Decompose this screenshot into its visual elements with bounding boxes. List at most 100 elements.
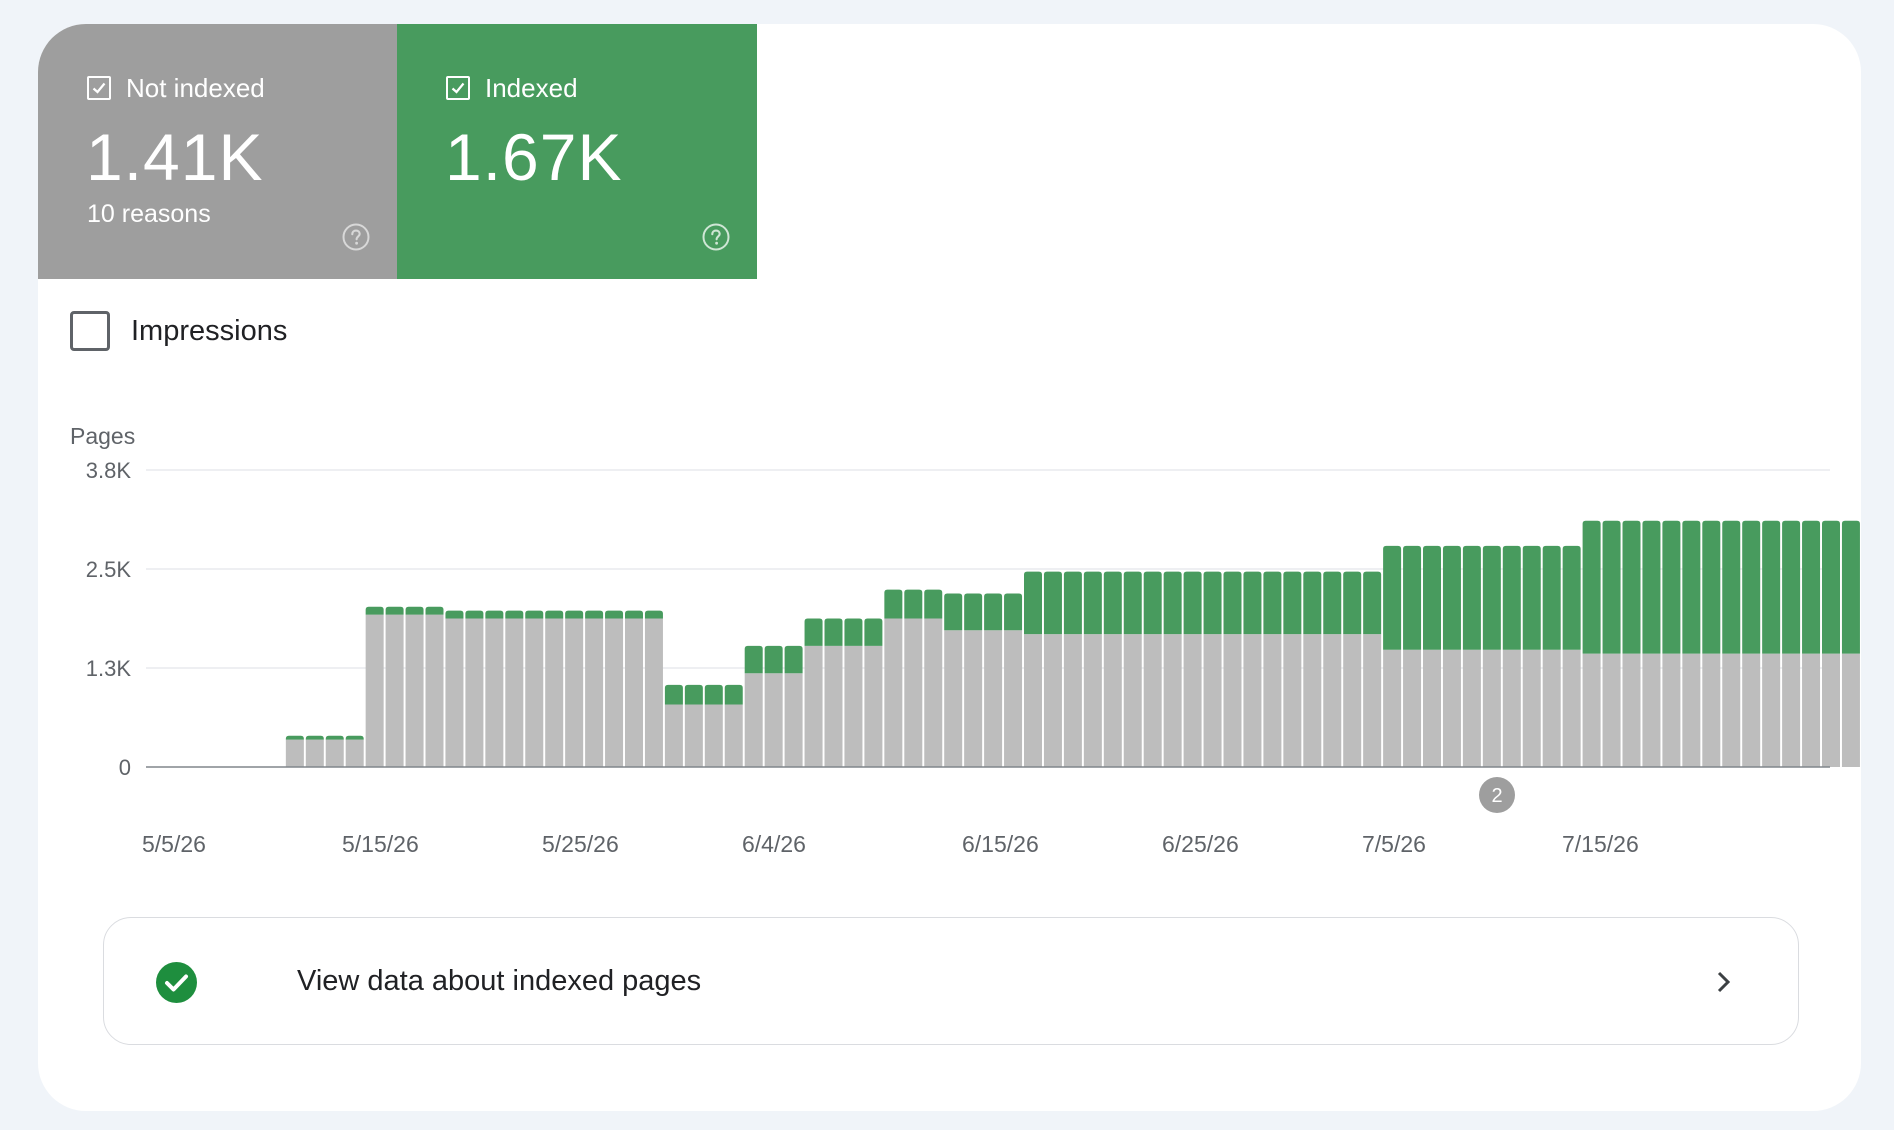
y-axis-label: Pages: [70, 423, 135, 449]
x-tick-label: 7/5/26: [1362, 831, 1426, 857]
bar-indexed: [984, 593, 1003, 631]
bar-indexed: [1103, 571, 1122, 635]
bar-indexed: [824, 618, 843, 646]
x-tick-label: 6/25/26: [1162, 831, 1239, 857]
x-tick-label: 5/15/26: [342, 831, 419, 857]
bar-not-indexed: [1203, 634, 1222, 767]
bar-not-indexed: [1642, 653, 1661, 767]
bar-not-indexed: [924, 618, 943, 767]
bar-indexed: [1303, 571, 1322, 635]
bar-not-indexed: [1562, 649, 1581, 767]
bar-not-indexed: [964, 630, 983, 767]
bar-not-indexed: [445, 618, 464, 767]
bar-not-indexed: [704, 704, 723, 767]
bar-not-indexed: [1263, 634, 1282, 767]
bar-not-indexed: [1542, 649, 1561, 767]
bar-not-indexed: [345, 739, 364, 767]
impressions-label: Impressions: [131, 315, 288, 347]
bar-indexed: [1582, 520, 1601, 654]
bar-indexed: [1742, 520, 1761, 654]
bar-not-indexed: [1163, 634, 1182, 767]
bar-indexed: [565, 610, 584, 619]
bar-indexed: [485, 610, 504, 619]
bar-indexed: [1223, 571, 1242, 635]
help-icon[interactable]: [701, 222, 731, 252]
bar-indexed: [1682, 520, 1701, 654]
bar-not-indexed: [1602, 653, 1621, 767]
bar-not-indexed: [1841, 653, 1860, 767]
bar-indexed: [285, 735, 304, 740]
x-tick-label: 6/4/26: [742, 831, 806, 857]
chart-svg: Pages 0 1.3K 2.5K 3.8K 5/5/26 5/15/26 5/25/26 6/…: [70, 423, 1860, 857]
bar-not-indexed: [984, 630, 1003, 767]
checkmark-icon: [451, 82, 465, 94]
bar-indexed: [884, 589, 903, 619]
bar-not-indexed: [1063, 634, 1082, 767]
bar-indexed: [585, 610, 604, 619]
indexed-label: Indexed: [485, 73, 578, 103]
bar-not-indexed: [545, 618, 564, 767]
bar-not-indexed: [1742, 653, 1761, 767]
bar-indexed: [1722, 520, 1741, 654]
bar-not-indexed: [1323, 634, 1342, 767]
bar-indexed: [1462, 545, 1481, 650]
bar-not-indexed: [1383, 649, 1402, 767]
bar-indexed: [924, 589, 943, 619]
bar-indexed: [1542, 545, 1561, 650]
y-tick-label: 3.8K: [86, 458, 132, 483]
bar-not-indexed: [724, 704, 743, 767]
bar-indexed: [1243, 571, 1262, 635]
bar-indexed: [1602, 520, 1621, 654]
bar-indexed: [1343, 571, 1362, 635]
bar-not-indexed: [605, 618, 624, 767]
view-indexed-pages-button[interactable]: View data about indexed pages: [103, 917, 1799, 1045]
bar-indexed: [1163, 571, 1182, 635]
bar-indexed: [784, 645, 803, 674]
bar-indexed: [1662, 520, 1681, 654]
help-icon[interactable]: [341, 222, 371, 252]
x-tick-label: 7/15/26: [1562, 831, 1639, 857]
bar-not-indexed: [1024, 634, 1042, 767]
pages-chart: Pages 0 1.3K 2.5K 3.8K 5/5/26 5/15/26 5/25/26 6/…: [38, 394, 1861, 894]
bar-not-indexed: [864, 645, 883, 767]
bar-indexed: [1004, 593, 1023, 631]
bar-not-indexed: [764, 673, 783, 767]
bar-indexed: [684, 684, 703, 705]
indexed-checkbox[interactable]: [446, 76, 470, 100]
bar-indexed: [764, 645, 783, 674]
bar-indexed: [1442, 545, 1461, 650]
bar-indexed: [1802, 520, 1821, 654]
bar-not-indexed: [1183, 634, 1202, 767]
bar-indexed: [1263, 571, 1282, 635]
bar-indexed: [1502, 545, 1521, 650]
bar-indexed: [1363, 571, 1382, 635]
check-circle-icon: [156, 962, 197, 1003]
bar-indexed: [445, 610, 464, 619]
bar-not-indexed: [1762, 653, 1781, 767]
bar-indexed: [385, 606, 404, 615]
view-indexed-pages-label: View data about indexed pages: [297, 965, 702, 997]
annotation-label: 2: [1491, 785, 1502, 807]
not-indexed-value: 1.41K: [86, 120, 264, 194]
page-indexing-card: Not indexed 1.41K 10 reasons Indexed 1.6…: [38, 24, 1861, 1111]
bar-indexed: [1123, 571, 1142, 635]
bar-not-indexed: [465, 618, 484, 767]
bar-not-indexed: [1004, 630, 1023, 767]
not-indexed-checkbox[interactable]: [87, 76, 111, 100]
bar-not-indexed: [1423, 649, 1441, 767]
bar-not-indexed: [1462, 649, 1481, 767]
bar-not-indexed: [285, 739, 304, 767]
not-indexed-tile[interactable]: Not indexed 1.41K 10 reasons: [38, 24, 397, 279]
bar-not-indexed: [804, 645, 823, 767]
bar-indexed: [1622, 520, 1641, 654]
bar-not-indexed: [1722, 653, 1741, 767]
indexed-tile[interactable]: Indexed 1.67K: [397, 24, 757, 279]
bar-not-indexed: [525, 618, 544, 767]
bar-not-indexed: [904, 618, 923, 767]
x-tick-label: 5/25/26: [542, 831, 619, 857]
bar-not-indexed: [1522, 649, 1541, 767]
bar-indexed: [345, 735, 364, 740]
bar-indexed: [1702, 520, 1721, 654]
bar-not-indexed: [1103, 634, 1122, 767]
impressions-checkbox[interactable]: [70, 311, 110, 351]
